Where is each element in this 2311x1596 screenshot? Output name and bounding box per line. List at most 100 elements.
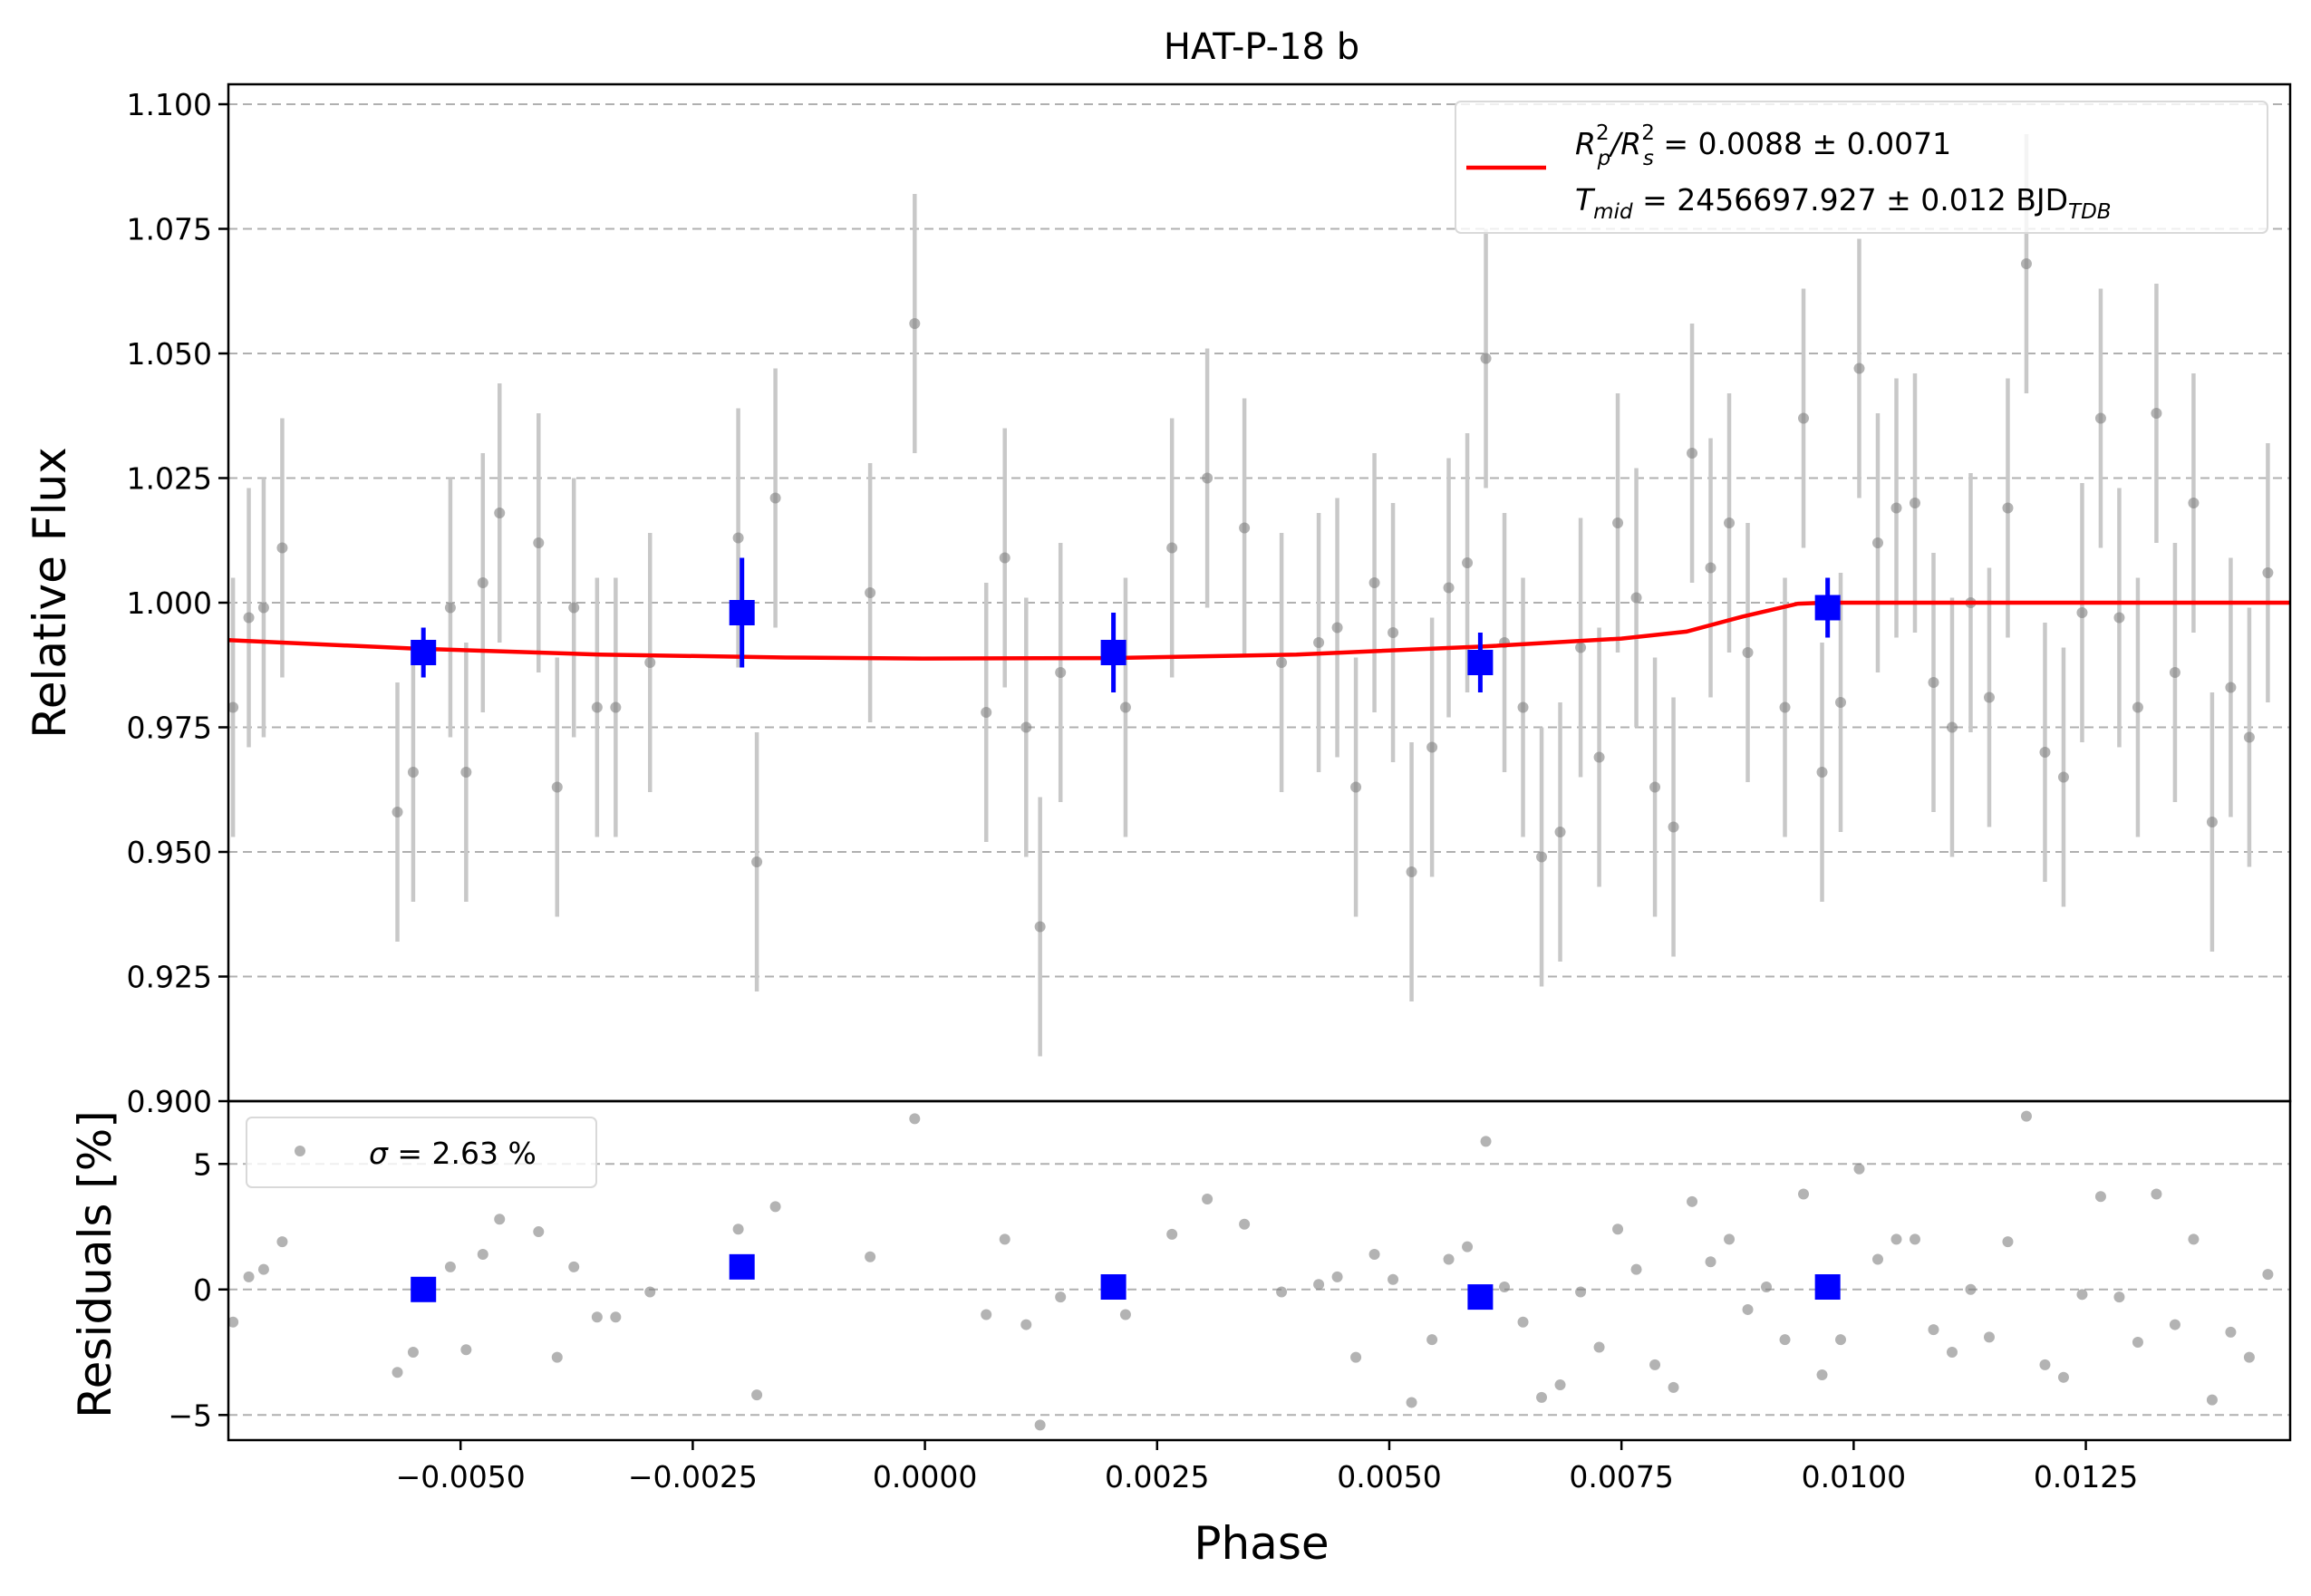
residual-point (1946, 1347, 1958, 1359)
data-point (477, 577, 488, 588)
data-point (1020, 721, 1032, 733)
residual-point (243, 1271, 255, 1282)
main-y-tick-label: 0.900 (127, 1084, 212, 1119)
residual-point (407, 1347, 419, 1359)
data-point (1331, 622, 1343, 634)
residual-point (1909, 1233, 1920, 1245)
residual-point (227, 1316, 239, 1328)
data-point (2076, 607, 2088, 618)
residual-legend-box (246, 1117, 597, 1188)
data-point (1890, 502, 1902, 514)
residual-point (1480, 1136, 1492, 1147)
data-point (1517, 701, 1529, 713)
data-point (1575, 642, 1587, 653)
residual-legend-marker (295, 1146, 305, 1156)
data-point (1406, 866, 1417, 877)
residual-point (2243, 1351, 2255, 1363)
residual-y-ticks: −5 0 5 (168, 1146, 228, 1433)
residual-point (1705, 1256, 1716, 1268)
residual-point (1928, 1324, 1939, 1336)
x-tick-label: 0.0125 (2034, 1459, 2138, 1494)
data-point (1536, 851, 1548, 863)
main-y-tick-label: 0.975 (127, 711, 212, 746)
residual-point (2169, 1319, 2180, 1330)
data-point (2206, 817, 2218, 827)
data-point (392, 807, 403, 817)
residual-point (1055, 1291, 1067, 1303)
residual-point (2262, 1269, 2274, 1281)
residual-point (1443, 1253, 1455, 1265)
data-point (494, 508, 506, 518)
residual-point (1742, 1303, 1754, 1315)
residual-point (551, 1351, 563, 1363)
residual-point (1983, 1331, 1995, 1343)
legend-tmid-label: Tmid = 2456697.927 ± 0.012 BJDTDB (1575, 182, 2112, 224)
binned-residual-point (411, 1276, 437, 1302)
residual-point (732, 1224, 744, 1235)
data-point (1798, 412, 1810, 424)
data-point (909, 318, 921, 329)
residual-point (568, 1261, 580, 1272)
residual-point (1034, 1419, 1046, 1431)
data-point (1687, 448, 1698, 459)
residual-y-axis-title: Residuals [%] (69, 1110, 121, 1418)
residual-point (1462, 1241, 1474, 1253)
residual-point (1798, 1188, 1810, 1200)
data-point (1630, 592, 1642, 604)
residual-binned-points (411, 1253, 1841, 1311)
residual-point (1368, 1248, 1380, 1260)
residual-legend: σ = 2.63 % (246, 1117, 597, 1188)
binned-point (729, 600, 755, 625)
residual-point (1202, 1194, 1214, 1205)
residual-point (1668, 1381, 1679, 1393)
binned-point (1100, 640, 1126, 665)
binned-residual-point (1467, 1284, 1494, 1311)
residual-point (1816, 1369, 1828, 1380)
residual-point (392, 1367, 403, 1378)
x-tick-label: −0.0050 (396, 1459, 526, 1494)
binned-point (1467, 650, 1494, 675)
main-legend: R2 p/R2 s = 0.0088 ± 0.0071 Tmid = 2456697… (1455, 101, 2268, 234)
main-binned-points (411, 557, 1841, 692)
residual-point (1872, 1253, 1883, 1265)
data-point (407, 767, 419, 778)
residual-point (769, 1201, 781, 1213)
main-legend-box (1455, 101, 2268, 234)
data-point (1388, 627, 1399, 638)
data-point (460, 767, 472, 778)
residual-point (1388, 1273, 1399, 1285)
data-point (551, 781, 563, 793)
residual-point (1313, 1279, 1325, 1291)
residual-point (533, 1226, 545, 1238)
residual-point (644, 1286, 656, 1298)
data-point (2262, 567, 2274, 578)
residual-point (1499, 1282, 1511, 1293)
residual-point (2020, 1110, 2032, 1122)
data-point (2188, 498, 2200, 508)
data-point (1034, 921, 1046, 933)
data-point (1593, 751, 1605, 763)
x-ticks: −0.0050 −0.0025 0.0000 0.0025 0.0050 0.0075 0.… (396, 1440, 2138, 1494)
data-point (2039, 747, 2051, 758)
data-point (1909, 498, 1920, 508)
residual-point (610, 1311, 622, 1323)
data-point (243, 612, 255, 624)
residual-point (2076, 1289, 2088, 1301)
data-point (1480, 353, 1492, 364)
data-point (2243, 731, 2255, 743)
data-point (2225, 682, 2237, 693)
binned-point (411, 640, 437, 665)
data-point (1724, 517, 1736, 528)
data-point (1853, 363, 1865, 374)
data-point (1872, 537, 1883, 548)
data-point (1612, 517, 1624, 528)
data-point (1276, 657, 1288, 668)
data-point (1554, 827, 1566, 837)
residual-point (1575, 1286, 1587, 1298)
x-tick-label: 0.0025 (1105, 1459, 1209, 1494)
residual-point (909, 1113, 921, 1125)
residual-gridlines (228, 1163, 2290, 1417)
data-point (644, 657, 656, 668)
residual-point (276, 1236, 288, 1248)
residual-point (1612, 1224, 1624, 1235)
